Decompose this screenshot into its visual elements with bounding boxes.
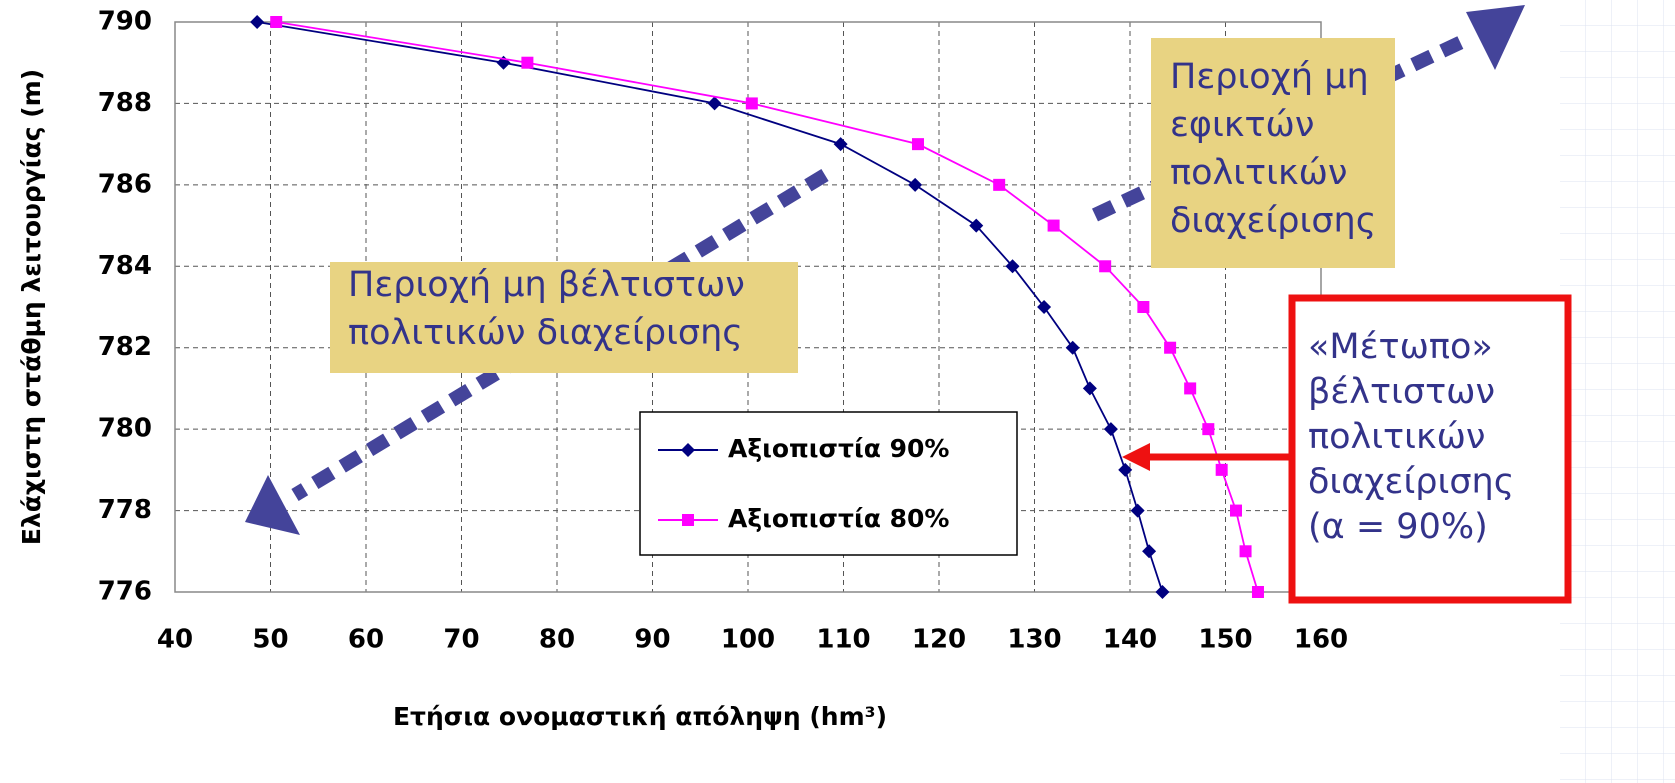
y-axis-title: Ελάχιστη στάθμη λειτουργίας (m) <box>17 69 46 545</box>
annotation-box <box>1151 38 1395 268</box>
marker <box>521 56 534 69</box>
arrow-head <box>245 475 300 535</box>
marker <box>1082 381 1097 396</box>
annotation-text: πολιτικών <box>1170 153 1347 193</box>
marker <box>682 514 694 526</box>
y-tick-label: 778 <box>98 495 152 525</box>
y-tick-label: 784 <box>98 251 152 281</box>
y-tick-label: 776 <box>98 577 152 607</box>
marker <box>969 218 984 233</box>
arrow-head <box>1466 5 1525 70</box>
annotation-text: Περιοχή μη <box>1170 57 1369 97</box>
marker <box>1164 341 1177 354</box>
marker <box>1142 544 1157 559</box>
annotation-text: Περιοχή μη βέλτιστων <box>348 265 745 305</box>
marker <box>911 138 924 151</box>
marker <box>681 443 695 457</box>
legend-label: Αξιοπιστία 90% <box>728 434 949 463</box>
annotation-box <box>330 262 798 373</box>
marker <box>1155 585 1170 599</box>
x-tick-label: 120 <box>912 625 966 655</box>
annotation-text: βέλτιστων <box>1308 372 1495 412</box>
y-tick-label: 782 <box>98 332 152 362</box>
x-tick-label: 60 <box>348 625 384 655</box>
y-tick-label: 786 <box>98 169 152 199</box>
marker <box>1103 422 1118 437</box>
x-tick-label: 70 <box>443 625 479 655</box>
x-axis-title: Ετήσια ονομαστική απόληψη (hm³) <box>393 702 887 731</box>
annotation-text: πολιτικών <box>1308 417 1485 457</box>
marker <box>1037 300 1052 314</box>
marker <box>908 177 923 192</box>
marker <box>250 15 265 29</box>
marker <box>1118 462 1133 477</box>
marker <box>993 178 1006 191</box>
y-tick-label: 790 <box>98 7 152 37</box>
marker <box>1230 504 1243 517</box>
marker <box>745 97 758 110</box>
x-tick-label: 80 <box>539 625 575 655</box>
marker <box>1202 423 1215 436</box>
x-tick-label: 140 <box>1103 625 1157 655</box>
arrow-head <box>1122 443 1150 471</box>
x-tick-label: 110 <box>816 625 870 655</box>
y-tick-label: 780 <box>98 414 152 444</box>
marker <box>1047 219 1060 232</box>
x-tick-label: 40 <box>157 625 193 655</box>
marker <box>1005 259 1020 274</box>
annotation-text: διαχείρισης <box>1170 201 1376 241</box>
foreground: Αξιοπιστία 90% Αξιοπιστία 80% Περιοχή μη εφ… <box>348 57 1514 547</box>
x-tick-label: 130 <box>1007 625 1061 655</box>
marker <box>1065 340 1080 355</box>
x-tick-label: 160 <box>1294 625 1348 655</box>
annotation-text: εφικτών <box>1170 105 1314 145</box>
marker <box>1215 463 1228 476</box>
annotation-text: διαχείρισης <box>1308 462 1514 502</box>
marker <box>1251 586 1264 598</box>
marker <box>1239 545 1252 558</box>
legend-label: Αξιοπιστία 80% <box>728 504 949 533</box>
x-tick-label: 100 <box>721 625 775 655</box>
background-pattern <box>1560 0 1675 783</box>
arrow <box>291 169 829 501</box>
y-tick-label: 788 <box>98 88 152 118</box>
marker <box>270 16 283 28</box>
annotation-text: (α = 90%) <box>1308 507 1488 547</box>
marker <box>833 137 848 152</box>
x-tick-label: 150 <box>1198 625 1252 655</box>
marker <box>1130 503 1145 518</box>
marker <box>707 96 722 111</box>
annotation-box <box>1288 294 1572 604</box>
marker <box>1184 382 1197 395</box>
marker <box>1137 301 1150 313</box>
marker <box>1099 260 1112 273</box>
series-layer <box>250 15 1264 599</box>
legend <box>639 411 1018 556</box>
annotation-text: πολιτικών διαχείρισης <box>348 313 743 353</box>
x-tick-label: 90 <box>634 625 670 655</box>
annotation-text: «Μέτωπο» <box>1308 327 1493 367</box>
x-tick-label: 50 <box>252 625 288 655</box>
